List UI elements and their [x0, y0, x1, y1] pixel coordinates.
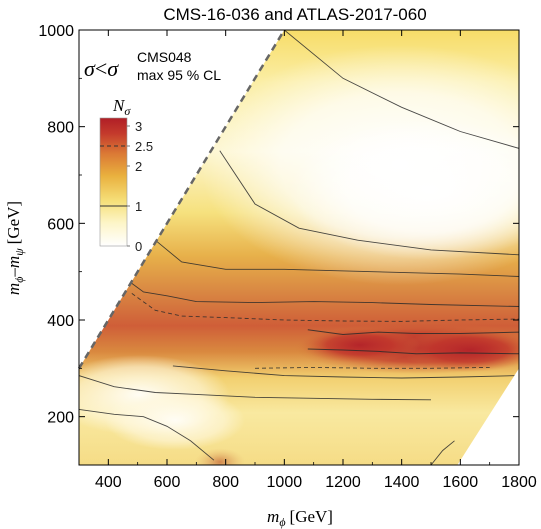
cross-section-annotation: σ<σ — [84, 56, 119, 81]
colorbar-label: Nσ — [112, 96, 131, 118]
y-axis-label: mϕ–mψ[GeV] — [4, 201, 26, 295]
contour-line-1 — [284, 30, 519, 149]
kinematic-boundary-line — [77, 29, 286, 369]
contour-line-1 — [79, 375, 432, 401]
x-tick-label: 1000 — [267, 474, 303, 491]
colorbar-tick-label: 2.5 — [135, 139, 153, 154]
x-tick-label: 1600 — [443, 474, 479, 491]
colorbar-tick-label: 1 — [135, 199, 142, 214]
annotation-subscript: max 95 % CL — [137, 67, 221, 83]
colorbar-tick-label: 0 — [135, 239, 142, 254]
y-axis-ticks: 200 400 600 800 1000 — [38, 23, 519, 466]
x-tick-label: 800 — [212, 474, 239, 491]
x-axis-ticks: 400 600 800 1000 1200 1400 1600 1800 — [78, 30, 537, 491]
y-tick-label: 800 — [47, 120, 74, 137]
chart-title: CMS-16-036 and ATLAS-2017-060 — [163, 5, 426, 24]
contour-line-2 — [172, 365, 519, 379]
contour-line-2 — [128, 280, 519, 307]
x-tick-label: 1400 — [384, 474, 420, 491]
plot-frame — [78, 29, 520, 466]
contour-line-1 — [155, 239, 519, 277]
colorbar-tick-label: 2 — [135, 159, 142, 174]
colorbar-gradient — [99, 117, 128, 247]
x-axis-label: mϕ [GeV] — [267, 507, 333, 529]
x-tick-label: 1800 — [501, 474, 537, 491]
x-tick-label: 600 — [154, 474, 181, 491]
y-tick-label: 600 — [47, 216, 74, 233]
colorbar-tick-label: 3 — [135, 119, 142, 134]
x-tick-label: 1200 — [325, 474, 361, 491]
annotation-superscript: CMS048 — [137, 49, 192, 65]
y-tick-label: 200 — [47, 410, 74, 427]
contour-lines — [79, 30, 519, 465]
colorbar-ticks: 3 2.5 2 1 0 — [100, 119, 153, 254]
colorbar: Nσ 3 2.5 2 1 0 — [99, 96, 153, 254]
contour-line-3 — [307, 348, 519, 355]
y-tick-label: 1000 — [38, 23, 74, 40]
x-tick-label: 400 — [95, 474, 122, 491]
contour-line-3 — [307, 329, 519, 336]
contour-line-1 — [430, 440, 455, 465]
contour-line-1 — [219, 150, 519, 256]
y-tick-label: 400 — [47, 313, 74, 330]
contour-line-1 — [79, 408, 215, 461]
contour-line-2.5 — [131, 293, 519, 322]
